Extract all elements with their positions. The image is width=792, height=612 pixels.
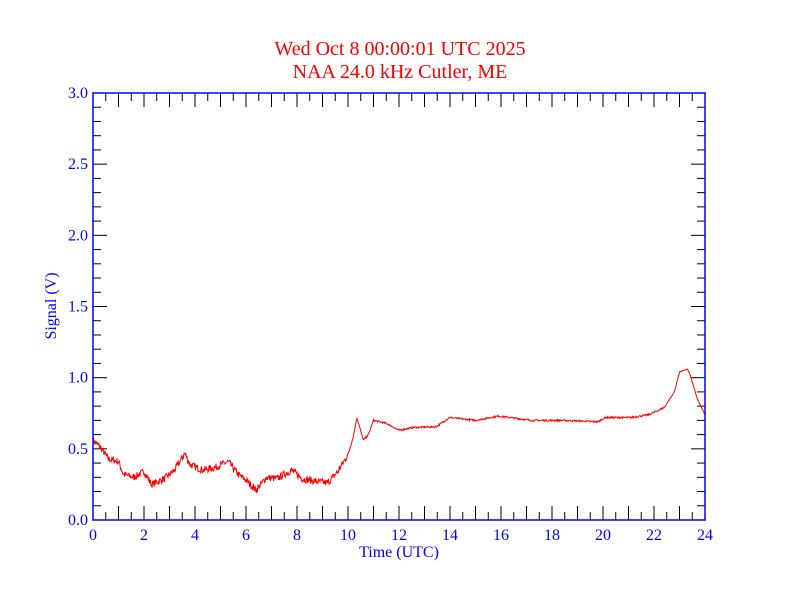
x-axis-label: Time (UTC)	[359, 544, 439, 561]
chart-title: Wed Oct 8 00:00:01 UTC 2025	[274, 38, 525, 60]
x-tick-label: 14	[442, 527, 458, 544]
plot-frame	[92, 92, 706, 521]
y-tick-label: 1.5	[68, 299, 88, 316]
x-tick-label: 20	[595, 527, 611, 544]
x-tick-label: 6	[242, 527, 250, 544]
x-tick-label: 12	[391, 527, 407, 544]
y-tick-label: 0.5	[68, 441, 88, 458]
x-tick-label: 16	[493, 527, 509, 544]
y-tick-label: 1.0	[68, 370, 88, 387]
y-tick-label: 0.0	[68, 512, 88, 529]
x-tick-label: 2	[140, 527, 148, 544]
x-tick-label: 8	[293, 527, 301, 544]
y-axis-label: Signal (V)	[43, 272, 60, 339]
x-tick-label: 24	[697, 527, 713, 544]
y-tick-label: 2.0	[68, 227, 88, 244]
x-tick-label: 18	[544, 527, 560, 544]
tick-labels: 0 2 4 6 8 10 12 14 16 18 20 22 240.00.51.01.52.02.53…	[68, 85, 713, 544]
tick-marks	[93, 93, 705, 520]
x-tick-label: 10	[340, 527, 356, 544]
x-tick-label: 22	[646, 527, 662, 544]
x-tick-label: 4	[191, 527, 199, 544]
chart-subtitle: NAA 24.0 kHz Cutler, ME	[293, 61, 508, 83]
y-tick-label: 2.5	[68, 156, 88, 173]
y-tick-label: 3.0	[68, 85, 88, 102]
x-tick-label: 0	[89, 527, 97, 544]
series-line-naa	[92, 368, 706, 494]
